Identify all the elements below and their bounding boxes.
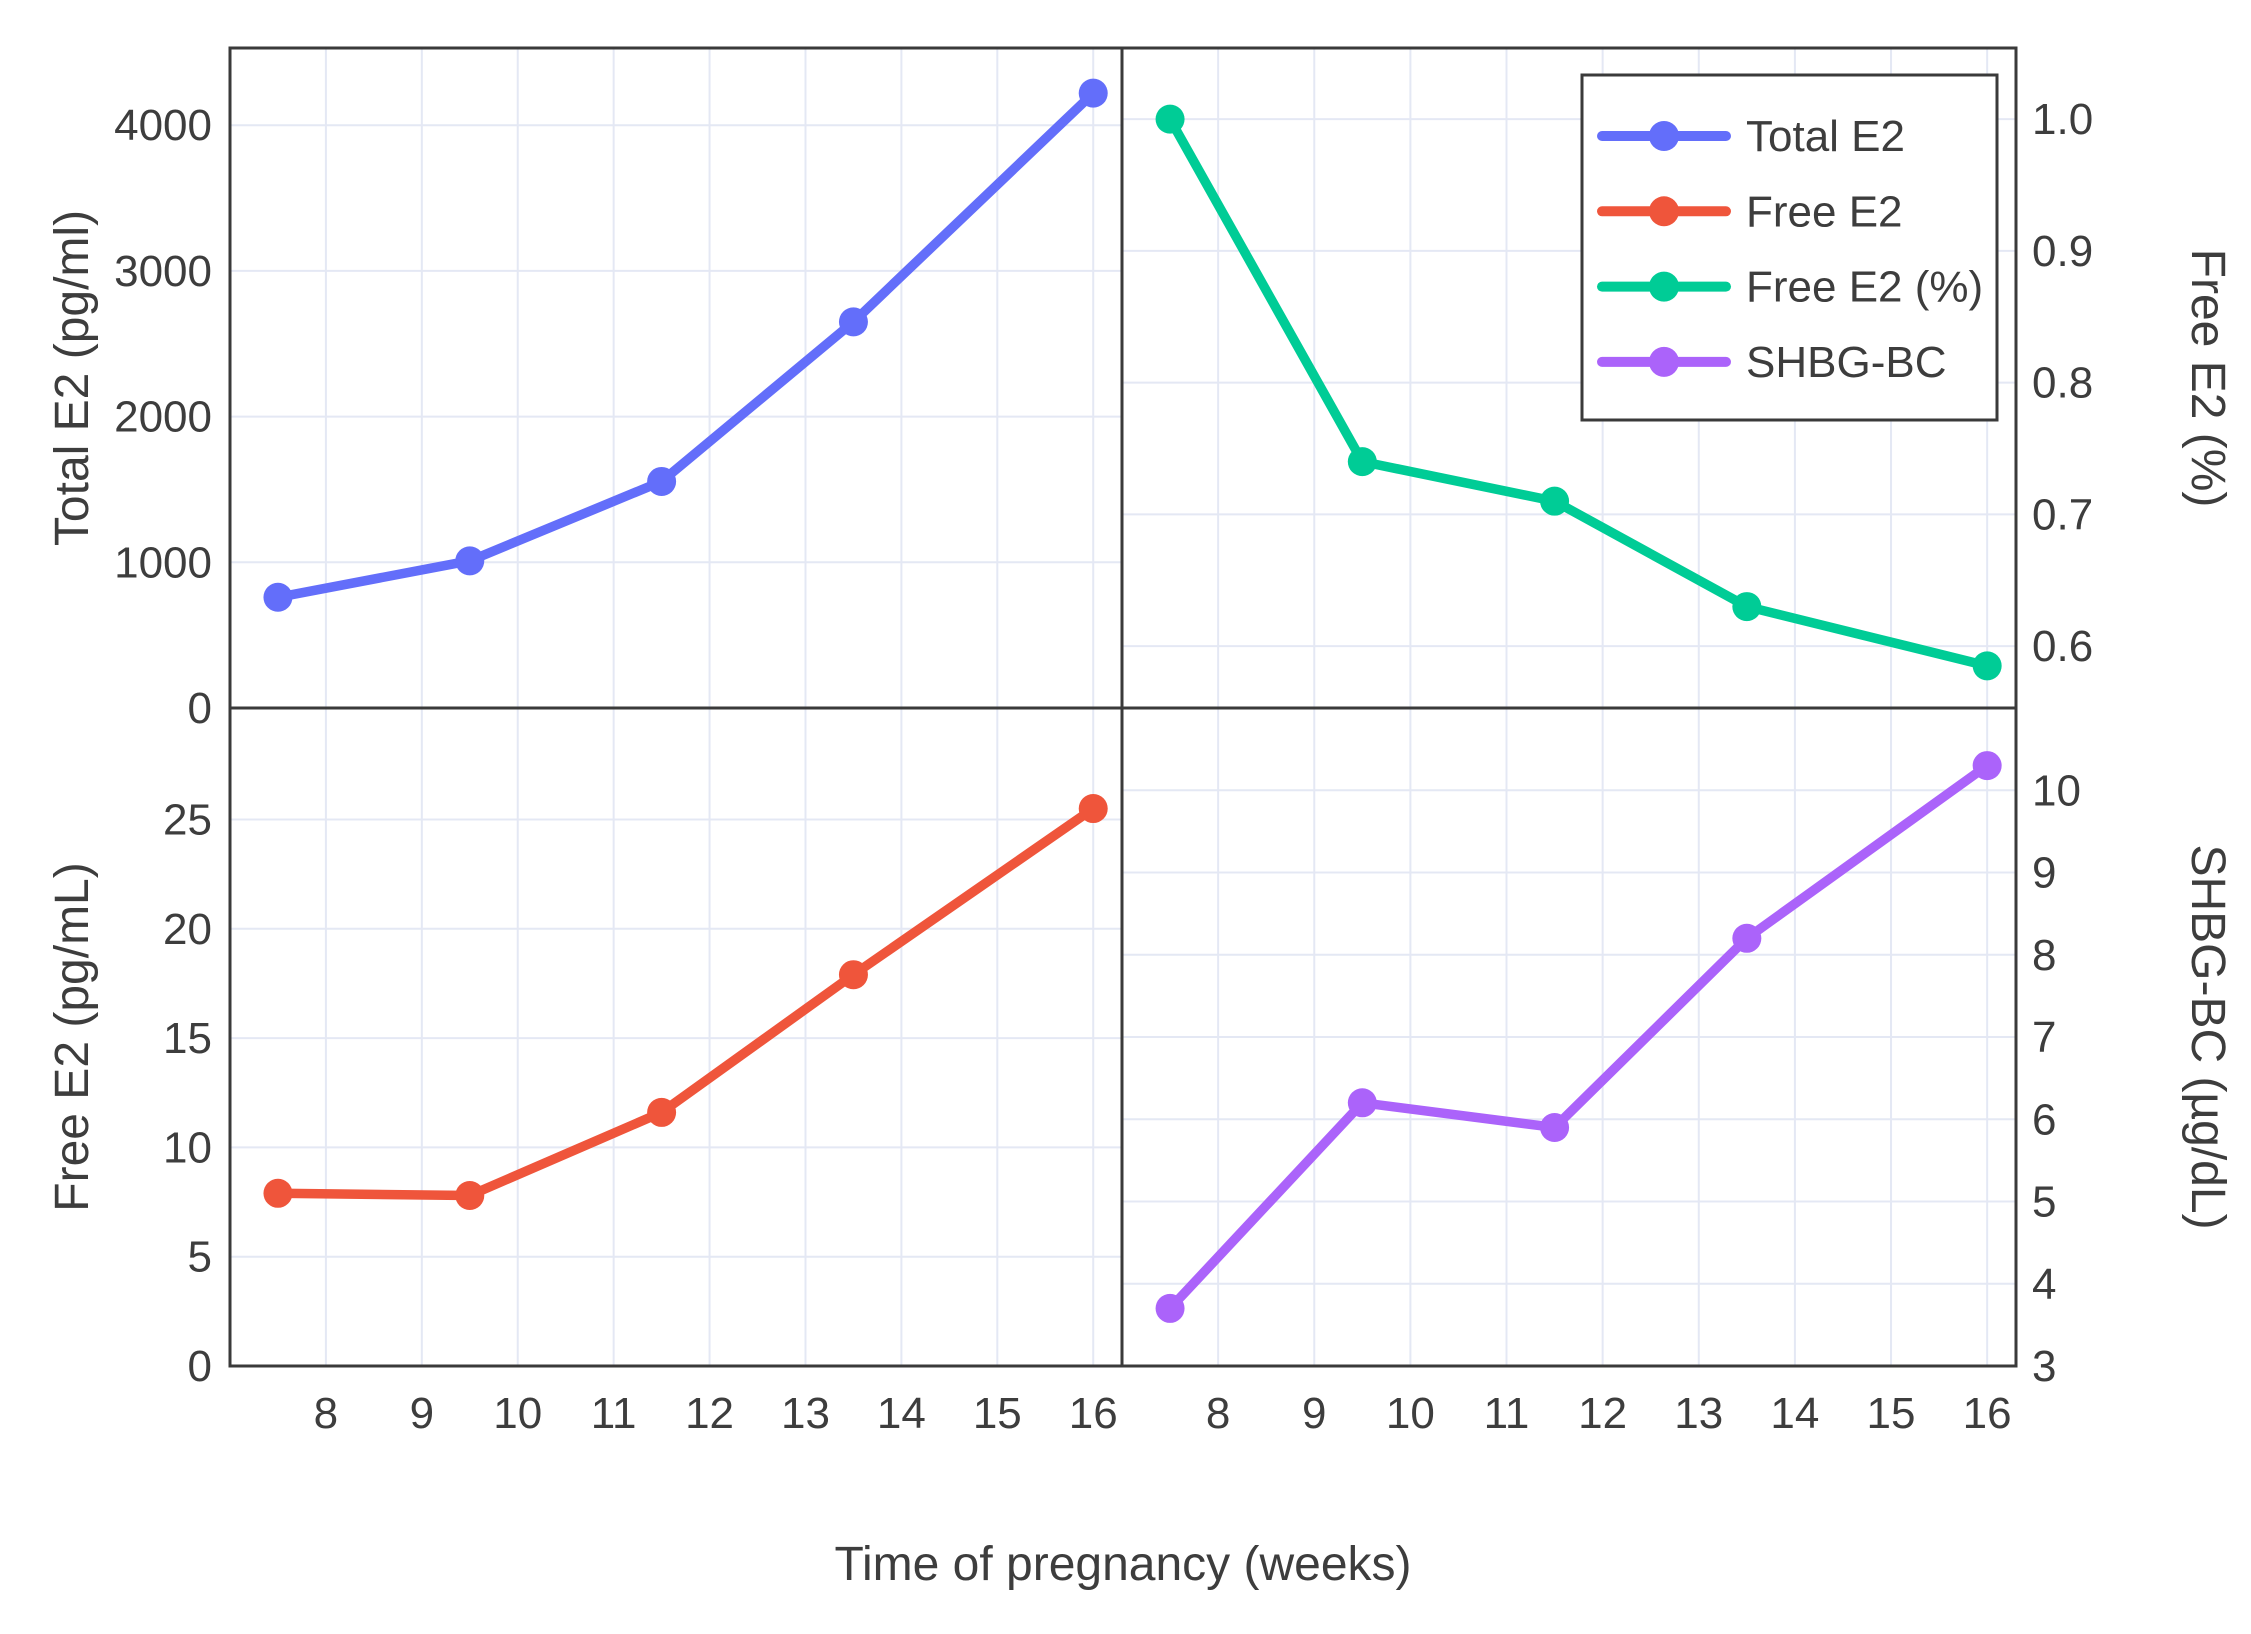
data-point — [263, 1178, 293, 1208]
x-tick-label: 10 — [493, 1389, 542, 1438]
x-tick-label: 14 — [1770, 1389, 1819, 1438]
data-point — [263, 582, 293, 612]
y-tick-label: 25 — [163, 795, 212, 844]
panel-top-left-total-e2: 0 1000 2000 3000 4000 Total E2 (pg/ml) — [46, 46, 1124, 733]
x-tick-label: 9 — [410, 1389, 434, 1438]
data-point — [1540, 486, 1570, 516]
series-line-free-e2 — [273, 803, 1098, 1201]
y-axis-label-top-right: Free E2 (%) — [2181, 249, 2234, 508]
x-tick-label: 10 — [1386, 1389, 1435, 1438]
data-point — [1078, 794, 1108, 824]
x-tick-label: 13 — [781, 1389, 830, 1438]
y-tick-label: 4000 — [114, 101, 212, 150]
y-tick-label: 20 — [163, 905, 212, 954]
y-tick-label: 4 — [2032, 1260, 2056, 1309]
panel-border — [1120, 706, 2018, 1368]
legend-entry-total-e2: Total E2 — [1597, 112, 1905, 161]
data-point — [1078, 78, 1108, 108]
legend: Total E2 Free E2 Free E2 (%) SHBG-BC — [1580, 73, 1999, 422]
y-tick-label: 0 — [188, 1342, 212, 1391]
panel-bottom-right-shbg-bc: 3 4 5 6 7 8 9 10 SHBG-BC (µg/dL) 8 9 10 11 12 13 14 15 16 — [1120, 706, 2234, 1438]
y-tick-label: 2000 — [114, 393, 212, 442]
x-tick-label: 13 — [1674, 1389, 1723, 1438]
y-tick-label: 15 — [163, 1014, 212, 1063]
x-tick-label: 11 — [1484, 1389, 1530, 1438]
panel-border — [228, 706, 1124, 1368]
data-point — [455, 1180, 485, 1210]
y-tick-label: 1000 — [114, 538, 212, 587]
legend-label: Free E2 (%) — [1746, 263, 1983, 312]
y-tick-label: 8 — [2032, 931, 2056, 980]
legend-marker-icon — [1649, 196, 1679, 227]
x-tick-label: 12 — [1578, 1389, 1627, 1438]
x-tick-label: 12 — [685, 1389, 734, 1438]
panel-border — [228, 46, 1124, 710]
legend-entry-shbg-bc: SHBG-BC — [1597, 338, 1946, 387]
legend-marker-icon — [1649, 346, 1679, 377]
series-line-total-e2 — [273, 88, 1098, 603]
x-tick-label: 15 — [1867, 1389, 1916, 1438]
data-point — [647, 1097, 677, 1127]
y-axis-label-bottom-left: Free E2 (pg/mL) — [46, 862, 99, 1211]
y-axis-label-bottom-right: SHBG-BC (µg/dL) — [2181, 844, 2234, 1229]
y-tick-label: 5 — [188, 1233, 212, 1282]
data-point — [455, 546, 485, 576]
y-tick-label: 9 — [2032, 849, 2056, 898]
y-tick-label: 1.0 — [2032, 95, 2093, 144]
legend-entry-free-e2: Free E2 — [1597, 187, 1903, 236]
x-tick-label: 8 — [314, 1389, 338, 1438]
y-tick-label: 6 — [2032, 1095, 2056, 1144]
x-tick-label: 8 — [1206, 1389, 1230, 1438]
data-point — [1540, 1112, 1570, 1142]
x-tick-label: 16 — [1963, 1389, 2012, 1438]
data-point — [1972, 651, 2002, 681]
y-tick-label: 3 — [2032, 1342, 2056, 1391]
legend-label: Free E2 — [1746, 187, 1903, 236]
data-point — [838, 960, 868, 990]
y-tick-label: 10 — [163, 1123, 212, 1172]
data-point — [1732, 592, 1762, 622]
data-point — [1155, 104, 1185, 134]
legend-marker-icon — [1649, 121, 1679, 151]
x-tick-label: 16 — [1069, 1389, 1118, 1438]
data-point — [1732, 923, 1762, 953]
legend-label: Total E2 — [1746, 112, 1905, 161]
panel-top-right-free-e2-: 0.6 0.7 0.8 0.9 1.0 Free E2 (%) — [1120, 46, 2234, 710]
data-point — [1155, 1293, 1185, 1323]
x-axis-title: Time of pregnancy (weeks) — [834, 1538, 1411, 1591]
y-tick-label: 0.7 — [2032, 490, 2093, 539]
panel-bottom-left-free-e2: 0 5 10 15 20 25 Free E2 (pg/mL) 8 9 10 11 12 13 14 15 1… — [46, 706, 1124, 1438]
data-point — [1347, 447, 1377, 477]
y-tick-label: 7 — [2032, 1013, 2056, 1062]
x-tick-label: 14 — [877, 1389, 926, 1438]
data-point — [838, 307, 868, 337]
data-point — [1972, 751, 2002, 781]
data-point — [647, 466, 677, 496]
y-tick-label: 0.8 — [2032, 359, 2093, 408]
y-tick-label: 0.6 — [2032, 622, 2093, 671]
x-tick-label: 9 — [1302, 1389, 1326, 1438]
y-tick-label: 0.9 — [2032, 227, 2093, 276]
legend-label: SHBG-BC — [1746, 338, 1946, 387]
y-tick-label: 0 — [188, 684, 212, 733]
data-point — [1347, 1088, 1377, 1118]
x-tick-label: 11 — [591, 1389, 637, 1438]
y-tick-label: 5 — [2032, 1178, 2056, 1227]
y-tick-label: 10 — [2032, 766, 2081, 815]
legend-marker-icon — [1649, 271, 1679, 302]
x-tick-label: 15 — [973, 1389, 1022, 1438]
y-axis-label-top-left: Total E2 (pg/ml) — [46, 210, 99, 546]
legend-entry-free-e2-: Free E2 (%) — [1597, 263, 1983, 312]
y-tick-label: 3000 — [114, 247, 212, 296]
